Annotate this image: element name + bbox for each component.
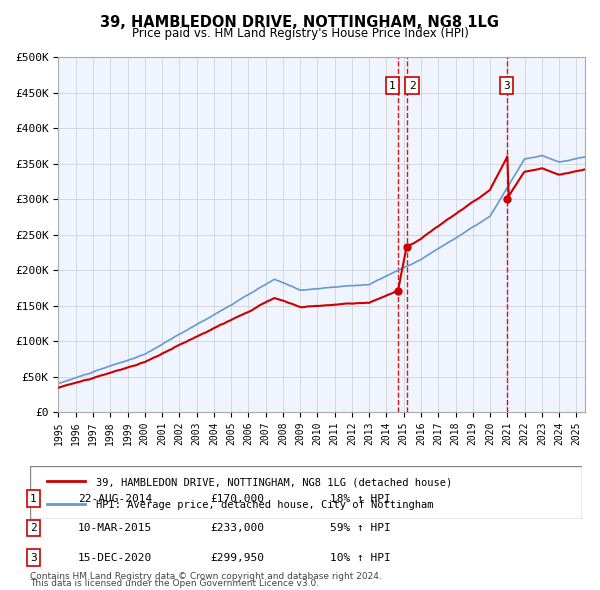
Text: 3: 3 <box>503 81 510 91</box>
Text: 15-DEC-2020: 15-DEC-2020 <box>78 553 152 562</box>
Text: 22-AUG-2014: 22-AUG-2014 <box>78 494 152 503</box>
Text: 39, HAMBLEDON DRIVE, NOTTINGHAM, NG8 1LG: 39, HAMBLEDON DRIVE, NOTTINGHAM, NG8 1LG <box>101 15 499 30</box>
Text: 3: 3 <box>30 553 37 562</box>
Text: This data is licensed under the Open Government Licence v3.0.: This data is licensed under the Open Gov… <box>30 579 319 588</box>
Text: 10% ↑ HPI: 10% ↑ HPI <box>330 553 391 562</box>
FancyBboxPatch shape <box>30 466 582 519</box>
Text: Price paid vs. HM Land Registry's House Price Index (HPI): Price paid vs. HM Land Registry's House … <box>131 27 469 40</box>
Text: 2: 2 <box>30 523 37 533</box>
Text: 2: 2 <box>409 81 416 91</box>
Text: 10-MAR-2015: 10-MAR-2015 <box>78 523 152 533</box>
Text: 59% ↑ HPI: 59% ↑ HPI <box>330 523 391 533</box>
Text: 39, HAMBLEDON DRIVE, NOTTINGHAM, NG8 1LG (detached house): 39, HAMBLEDON DRIVE, NOTTINGHAM, NG8 1LG… <box>96 477 452 487</box>
Text: Contains HM Land Registry data © Crown copyright and database right 2024.: Contains HM Land Registry data © Crown c… <box>30 572 382 581</box>
Text: £233,000: £233,000 <box>210 523 264 533</box>
Text: 1: 1 <box>30 494 37 503</box>
Text: £170,000: £170,000 <box>210 494 264 503</box>
Text: £299,950: £299,950 <box>210 553 264 562</box>
Text: 1: 1 <box>389 81 396 91</box>
Text: 18% ↑ HPI: 18% ↑ HPI <box>330 494 391 503</box>
Text: HPI: Average price, detached house, City of Nottingham: HPI: Average price, detached house, City… <box>96 500 434 510</box>
